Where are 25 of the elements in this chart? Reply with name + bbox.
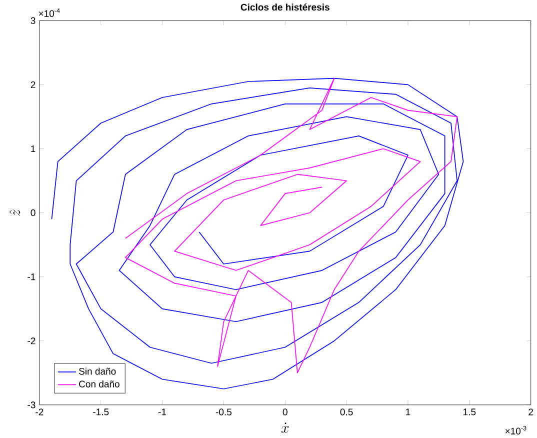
y-tick-label: -2 (28, 338, 36, 344)
x-axis-title: $\dot{x}$ (281, 422, 289, 433)
legend-label: Con daño (79, 380, 120, 388)
chart-title: Ciclos de histéresis (240, 4, 330, 11)
y-tick-label: -1 (28, 274, 36, 280)
y-axis-title: $\hat{z}$ (9, 210, 20, 216)
y-tick-label: 1 (31, 145, 36, 152)
y-tick-label: 2 (30, 81, 36, 88)
x-tick-label: -2 (36, 408, 44, 416)
y-tick-label: -3 (28, 402, 36, 408)
line-series (125, 78, 458, 374)
x-tick-label: 1 (406, 408, 410, 416)
text: ×10$^{-4}$ (38, 8, 60, 17)
legend-label: Sin daño (79, 368, 116, 375)
x-tick-label: 1.5 (464, 408, 476, 416)
y-tick-label: 3 (30, 17, 36, 24)
x-tick-label: 0 (282, 408, 288, 416)
line-series (51, 78, 464, 390)
y-tick-label: 0 (30, 209, 36, 216)
x-tick-label: -1.5 (93, 408, 109, 416)
text: ×10$^{-3}$ (505, 426, 526, 434)
x-tick-label: -0.5 (216, 408, 232, 416)
x-tick-label: 2 (528, 408, 533, 416)
x-tick-label: -1 (158, 408, 166, 416)
x-tick-label: 0.5 (340, 408, 353, 416)
